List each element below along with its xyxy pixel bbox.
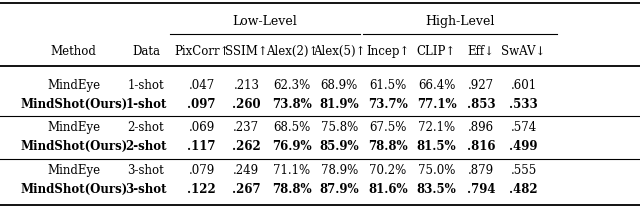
Text: MindEye: MindEye: [47, 164, 100, 177]
Text: 68.5%: 68.5%: [273, 121, 310, 134]
Text: .794: .794: [467, 183, 495, 196]
Text: 67.5%: 67.5%: [369, 121, 406, 134]
Text: 1-shot: 1-shot: [127, 79, 164, 92]
Text: .555: .555: [510, 164, 537, 177]
Text: .249: .249: [234, 164, 259, 177]
Text: .574: .574: [510, 121, 537, 134]
Text: Data: Data: [132, 45, 160, 58]
Text: .047: .047: [188, 79, 215, 92]
Text: 78.9%: 78.9%: [321, 164, 358, 177]
Text: Alex(5)↑: Alex(5)↑: [313, 45, 365, 58]
Text: PixCorr↑: PixCorr↑: [174, 45, 229, 58]
Text: 81.6%: 81.6%: [368, 183, 408, 196]
Text: 71.1%: 71.1%: [273, 164, 310, 177]
Text: .213: .213: [234, 79, 259, 92]
Text: SSIM↑: SSIM↑: [225, 45, 268, 58]
Text: .237: .237: [234, 121, 259, 134]
Text: .853: .853: [467, 98, 495, 111]
Text: 81.5%: 81.5%: [417, 140, 456, 153]
Text: 68.9%: 68.9%: [321, 79, 358, 92]
Text: 73.7%: 73.7%: [368, 98, 408, 111]
Text: .896: .896: [468, 121, 494, 134]
Text: MindShot(Ours): MindShot(Ours): [20, 140, 127, 153]
Text: 73.8%: 73.8%: [272, 98, 312, 111]
Text: 78.8%: 78.8%: [368, 140, 408, 153]
Text: 75.0%: 75.0%: [418, 164, 455, 177]
Text: .927: .927: [468, 79, 494, 92]
Text: .097: .097: [188, 98, 216, 111]
Text: MindEye: MindEye: [47, 79, 100, 92]
Text: 3-shot: 3-shot: [127, 164, 164, 177]
Text: Alex(2)↑: Alex(2)↑: [266, 45, 318, 58]
Text: SwAV↓: SwAV↓: [501, 45, 546, 58]
Text: .482: .482: [509, 183, 538, 196]
Text: 87.9%: 87.9%: [319, 183, 359, 196]
Text: .262: .262: [232, 140, 260, 153]
Text: .601: .601: [511, 79, 536, 92]
Text: High-Level: High-Level: [425, 15, 495, 28]
Text: .533: .533: [509, 98, 538, 111]
Text: 2-shot: 2-shot: [127, 121, 164, 134]
Text: .260: .260: [232, 98, 260, 111]
Text: 83.5%: 83.5%: [417, 183, 456, 196]
Text: CLIP↑: CLIP↑: [417, 45, 456, 58]
Text: 62.3%: 62.3%: [273, 79, 310, 92]
Text: Low-Level: Low-Level: [232, 15, 297, 28]
Text: MindShot(Ours): MindShot(Ours): [20, 183, 127, 196]
Text: 3-shot: 3-shot: [125, 183, 166, 196]
Text: 81.9%: 81.9%: [319, 98, 359, 111]
Text: .816: .816: [467, 140, 495, 153]
Text: 61.5%: 61.5%: [369, 79, 406, 92]
Text: Eff↓: Eff↓: [468, 45, 495, 58]
Text: 66.4%: 66.4%: [418, 79, 455, 92]
Text: .122: .122: [188, 183, 216, 196]
Text: 2-shot: 2-shot: [125, 140, 166, 153]
Text: .079: .079: [188, 164, 215, 177]
Text: MindEye: MindEye: [47, 121, 100, 134]
Text: Method: Method: [51, 45, 97, 58]
Text: 70.2%: 70.2%: [369, 164, 406, 177]
Text: 85.9%: 85.9%: [319, 140, 359, 153]
Text: 77.1%: 77.1%: [417, 98, 456, 111]
Text: .069: .069: [188, 121, 215, 134]
Text: 1-shot: 1-shot: [125, 98, 166, 111]
Text: 78.8%: 78.8%: [272, 183, 312, 196]
Text: Incep↑: Incep↑: [366, 45, 410, 58]
Text: .117: .117: [188, 140, 216, 153]
Text: 75.8%: 75.8%: [321, 121, 358, 134]
Text: .267: .267: [232, 183, 260, 196]
Text: .499: .499: [509, 140, 538, 153]
Text: 76.9%: 76.9%: [272, 140, 312, 153]
Text: .879: .879: [468, 164, 494, 177]
Text: 72.1%: 72.1%: [418, 121, 455, 134]
Text: MindShot(Ours): MindShot(Ours): [20, 98, 127, 111]
